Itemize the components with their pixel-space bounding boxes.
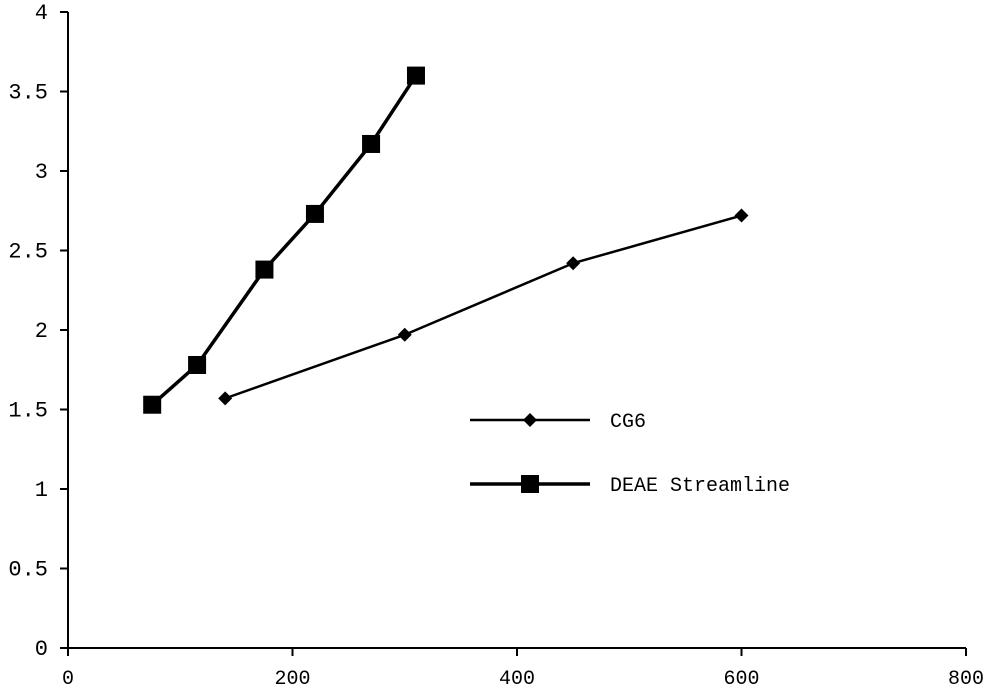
legend-label-deae: DEAE Streamline	[610, 475, 790, 498]
marker-square-legend-deae	[521, 475, 539, 493]
y-tick-label: 1.5	[8, 399, 48, 424]
x-tick-label: 400	[499, 668, 535, 691]
x-tick-label: 200	[274, 668, 310, 691]
y-tick-label: 0	[35, 637, 48, 662]
y-tick-label: 2.5	[8, 240, 48, 265]
legend-label-cg6: CG6	[610, 411, 646, 434]
x-tick-label: 800	[948, 668, 984, 691]
line-chart: 0 200 400 600 800 0 0.5 1 1.5 2 2.5 3 3.5 4 CG6 DEAE St…	[0, 0, 1000, 695]
marker-square-deae	[407, 67, 425, 85]
marker-square-deae	[255, 261, 273, 279]
chart-background	[0, 0, 1000, 695]
x-tick-label: 0	[62, 668, 74, 691]
y-tick-label: 1	[35, 478, 48, 503]
marker-square-deae	[306, 205, 324, 223]
marker-square-deae	[143, 396, 161, 414]
marker-square-deae	[188, 356, 206, 374]
chart-svg: 0 200 400 600 800 0 0.5 1 1.5 2 2.5 3 3.5 4 CG6 DEAE St…	[0, 0, 1000, 695]
y-tick-label: 4	[35, 1, 48, 26]
y-tick-label: 3.5	[8, 81, 48, 106]
y-tick-label: 3	[35, 160, 48, 185]
marker-square-deae	[362, 135, 380, 153]
y-tick-label: 0.5	[8, 558, 48, 583]
x-tick-label: 600	[723, 668, 759, 691]
y-tick-label: 2	[35, 319, 48, 344]
